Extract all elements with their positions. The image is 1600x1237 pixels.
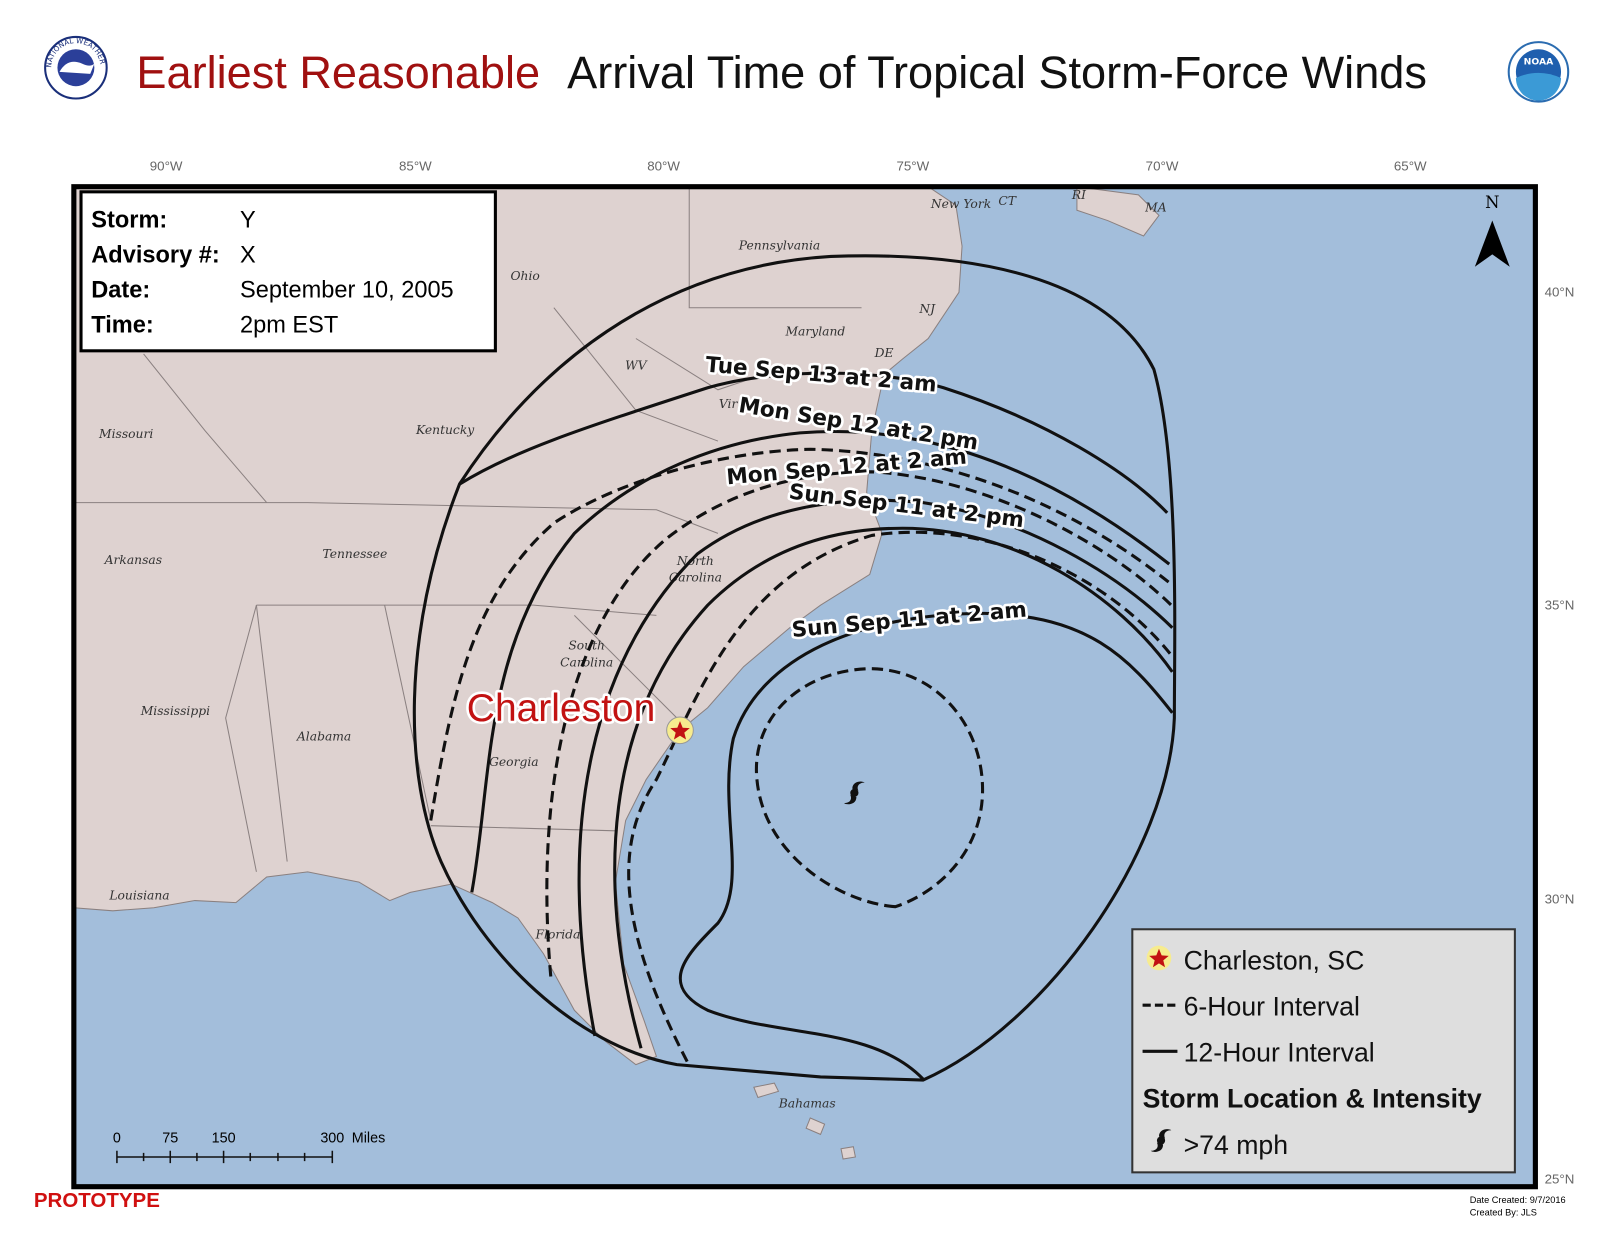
contour-6h	[754, 667, 985, 909]
legend-label: >74 mph	[1184, 1130, 1288, 1160]
place-label: Kentucky	[415, 423, 475, 437]
place-label: RI	[1071, 188, 1087, 202]
place-label: Florida	[535, 928, 581, 942]
info-value: 2pm EST	[240, 311, 338, 337]
longitude-label: 80°W	[647, 158, 680, 173]
place-label: Tennessee	[322, 547, 387, 561]
latitude-label: 40°N	[1545, 284, 1575, 299]
info-label: Date:	[91, 276, 150, 302]
contour-6h	[627, 530, 1174, 1063]
place-label: Pennsylvania	[738, 238, 821, 252]
info-rows: Storm: Y Advisory #: X Date: September 10, 20…	[91, 207, 453, 338]
latitude-labels: 40°N 35°N 30°N 25°N	[1545, 284, 1575, 1186]
nws-logo: NATIONAL WEATHER SERVICE	[0, 0, 108, 100]
watermark: PROTOTYPE	[34, 1189, 160, 1212]
map-body: Pennsylvania Ohio New York CT RI MA NJ Maryland…	[73, 186, 1536, 1187]
noaa-logo: NOAA	[1507, 41, 1570, 103]
place-label: Maryland	[784, 324, 845, 338]
longitude-label: 70°W	[1146, 158, 1179, 173]
contour-12h	[470, 429, 1171, 893]
contour-12h	[412, 254, 1177, 1082]
place-label: Carolina	[560, 656, 613, 670]
legend-label: Charleston, SC	[1184, 945, 1365, 975]
place-label: Alabama	[296, 730, 351, 744]
scale-tick-label: 300	[320, 1131, 344, 1147]
place-label: Ohio	[510, 269, 539, 283]
latitude-label: 30°N	[1545, 892, 1575, 907]
land-new-england	[1076, 186, 1160, 237]
north-arrow	[1474, 220, 1510, 267]
place-label: NJ	[918, 302, 936, 316]
longitude-label: 65°W	[1394, 158, 1427, 173]
place-label: Mississippi	[140, 704, 210, 718]
place-label: South	[568, 638, 605, 652]
storm-symbol	[844, 781, 865, 805]
place-label: DE	[874, 346, 894, 360]
longitude-labels: 90°W 85°W 80°W 75°W 70°W 65°W	[150, 158, 1427, 173]
longitude-label: 85°W	[399, 158, 432, 173]
scale-labels: 0 75 150 300	[113, 1131, 344, 1147]
contour-12h	[613, 526, 1174, 1049]
place-label: Missouri	[98, 427, 153, 441]
place-label: MA	[1144, 200, 1167, 214]
place-label: Louisiana	[108, 889, 169, 903]
legend-heading: Storm Location & Intensity	[1143, 1084, 1482, 1114]
contours	[412, 254, 1177, 1082]
place-label: Bahamas	[778, 1097, 836, 1111]
city-label: Charleston	[467, 687, 655, 730]
latitude-label: 35°N	[1545, 597, 1575, 612]
legend-star	[1146, 945, 1172, 971]
place-label: Carolina	[669, 571, 722, 585]
latitude-label: 25°N	[1545, 1172, 1575, 1187]
info-label: Time:	[91, 311, 153, 337]
scale-bar	[116, 1150, 334, 1164]
place-label: Virginia	[719, 397, 768, 411]
scale-unit: Miles	[352, 1131, 385, 1147]
title: Arrival Time of Tropical Storm-Force Win…	[567, 47, 1427, 98]
legend-label: 12-Hour Interval	[1184, 1038, 1375, 1068]
contour-6h	[429, 447, 1171, 821]
map-frame	[71, 184, 1538, 1190]
date-created: Date Created: 9/7/2016	[1470, 1195, 1566, 1205]
info-label: Advisory #:	[91, 242, 219, 268]
scale-tick-label: 0	[113, 1131, 121, 1147]
legend-storm-symbol	[1150, 1129, 1172, 1152]
created-by: Created By: JLS	[1470, 1207, 1537, 1217]
noaa-logo-text: NOAA	[1524, 57, 1554, 68]
contour-12h	[577, 498, 1174, 1037]
place-label: Arkansas	[104, 553, 162, 567]
info-value: Y	[240, 207, 256, 233]
bahamas	[753, 1082, 856, 1160]
longitude-label: 75°W	[896, 158, 929, 173]
place-label: CT	[998, 194, 1016, 208]
contour-12h	[458, 371, 1169, 514]
contour-12h	[678, 611, 1174, 1081]
info-value: X	[240, 242, 256, 268]
info-value: September 10, 2005	[240, 276, 454, 302]
north-label: N	[1485, 193, 1499, 212]
state-borders	[73, 186, 862, 872]
legend-box	[1131, 928, 1516, 1174]
place-label: WV	[625, 358, 648, 372]
place-label: New York	[930, 197, 991, 211]
charleston-marker	[666, 716, 694, 745]
info-box	[79, 190, 497, 353]
longitude-label: 90°W	[150, 158, 183, 173]
scale-tick-label: 75	[162, 1131, 178, 1147]
title-highlight: Earliest Reasonable	[136, 47, 540, 98]
legend-label: 6-Hour Interval	[1184, 991, 1360, 1021]
place-label: Georgia	[489, 755, 539, 769]
place-labels: Pennsylvania Ohio New York CT RI MA NJ Maryland…	[98, 188, 1167, 1111]
info-label: Storm:	[91, 207, 167, 233]
scale-tick-label: 150	[212, 1131, 236, 1147]
contour-6h	[545, 470, 1173, 977]
